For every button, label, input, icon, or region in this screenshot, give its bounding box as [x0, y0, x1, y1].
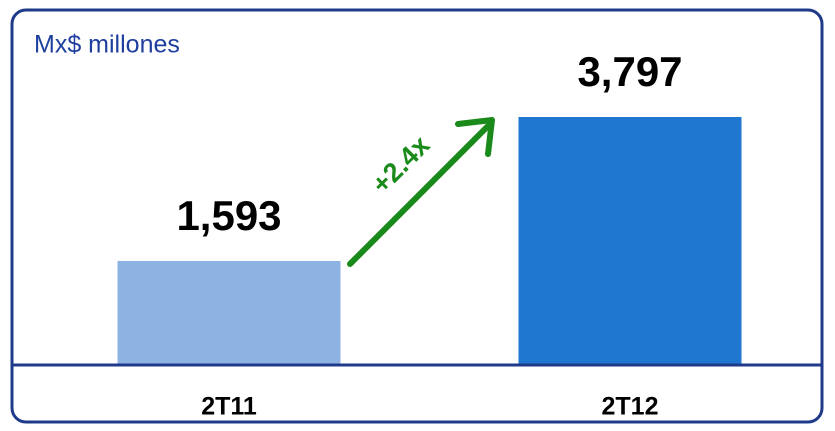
bar	[518, 117, 742, 365]
arrow-shaft	[347, 123, 491, 267]
arrow-head	[455, 117, 495, 157]
x-tick-label: 2T12	[602, 393, 659, 421]
value-label: 1,593	[176, 192, 281, 239]
x-tick-label: 2T11	[201, 393, 257, 421]
value-label: 3,797	[577, 48, 682, 95]
bar	[117, 260, 341, 365]
chart-subtitle: Mx$ millones	[34, 31, 180, 59]
plot: 1,593 2T11 3,797 2T12	[117, 48, 742, 421]
